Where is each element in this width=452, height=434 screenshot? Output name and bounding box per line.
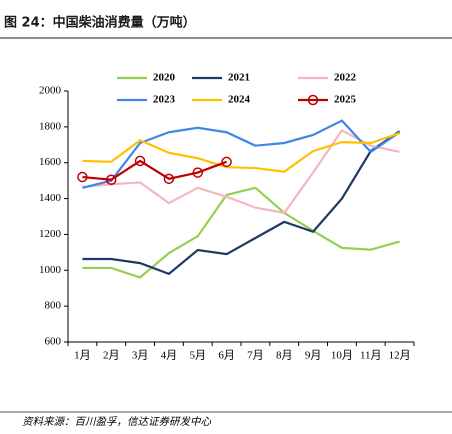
legend-label: 2023 [153, 94, 176, 106]
x-tick-label: 5月 [190, 350, 207, 362]
y-tick-label: 800 [45, 300, 62, 312]
point-marker [163, 173, 175, 185]
x-tick-label: 1月 [74, 350, 91, 362]
series-line [82, 159, 227, 181]
x-tick-label: 7月 [247, 350, 264, 362]
x-tick-label: 8月 [276, 350, 293, 362]
y-tick-label: 2000 [39, 85, 62, 97]
x-tick-label: 9月 [305, 350, 322, 362]
x-tick-label: 4月 [161, 350, 178, 362]
series-line [82, 186, 400, 279]
series-line [82, 119, 401, 189]
point-marker [106, 174, 117, 185]
series-line [82, 132, 400, 173]
legend-label: 2024 [228, 94, 251, 106]
point-marker [221, 156, 232, 168]
legend-label: 2020 [153, 72, 176, 84]
y-tick-label: 1400 [39, 192, 62, 204]
y-tick-label: 1200 [39, 228, 62, 240]
x-tick-label: 10月 [331, 350, 353, 362]
x-tick-label: 3月 [132, 350, 149, 362]
point-marker [192, 167, 203, 178]
y-tick-label: 1800 [39, 120, 62, 132]
legend-label: 2025 [334, 94, 357, 106]
x-tick-label: 11月 [360, 350, 382, 362]
point-marker [77, 171, 88, 183]
source: 资料来源：百川盈孚，信达证券研发中心 [22, 416, 211, 428]
x-tick-label: 12月 [389, 350, 411, 362]
x-tick-label: 2月 [103, 350, 120, 362]
y-tick-label: 1000 [39, 264, 62, 276]
y-tick-label: 1600 [39, 156, 62, 168]
series-line [82, 129, 400, 215]
y-tick-label: 600 [45, 336, 62, 348]
legend-label: 2021 [228, 72, 250, 84]
series-line [82, 130, 401, 276]
legend-label: 2022 [334, 72, 357, 84]
x-tick-label: 6月 [218, 350, 235, 362]
legend-marker [307, 94, 319, 106]
point-marker [134, 155, 146, 167]
chart-title: 图 24：中国柴油消费量（万吨） [4, 15, 196, 31]
